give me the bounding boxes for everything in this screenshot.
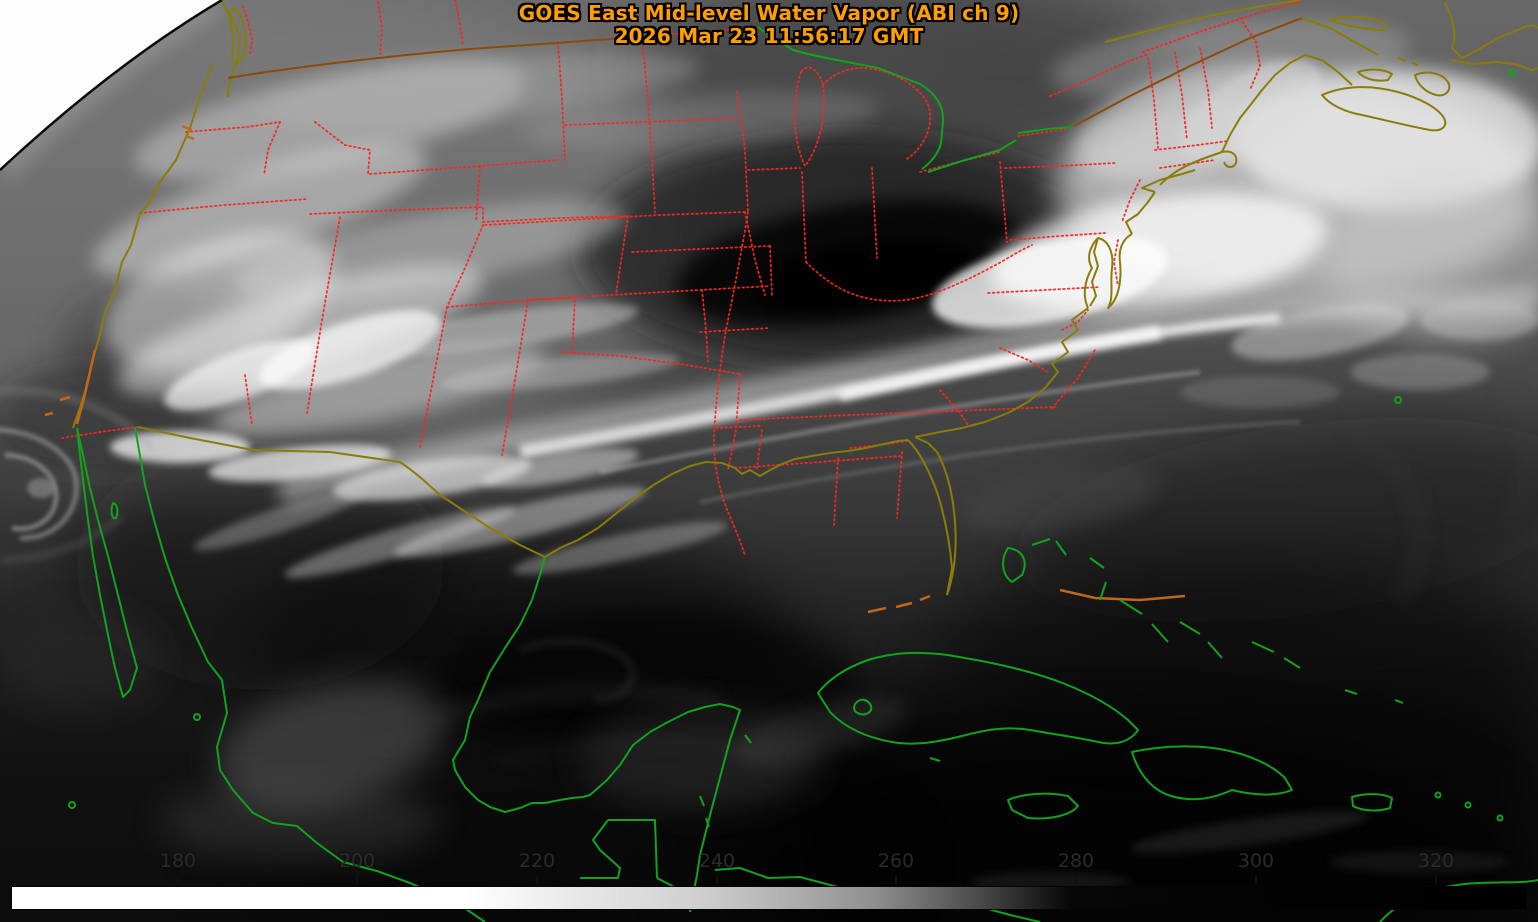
cloud-layer: [0, 17, 1538, 892]
colorbar-tick: 220: [507, 851, 567, 884]
canada-border-layer: [227, 17, 1303, 127]
colorbar-tick: 200: [327, 851, 387, 884]
colorbar: [11, 886, 1527, 910]
accent-coast-layer: [44, 124, 1186, 614]
colorbar-tick: 320: [1406, 851, 1466, 884]
colorbar-tick: 180: [148, 851, 208, 884]
colorbar-gradient: [12, 887, 1526, 909]
colorbar-tick: 280: [1046, 851, 1106, 884]
colorbar-tick: 240: [687, 851, 747, 884]
colorbar-tick: 260: [866, 851, 926, 884]
colorbar-tick: 300: [1226, 851, 1286, 884]
earth-limb: [0, 0, 223, 177]
international-coastline-layer: [68, 26, 1538, 922]
